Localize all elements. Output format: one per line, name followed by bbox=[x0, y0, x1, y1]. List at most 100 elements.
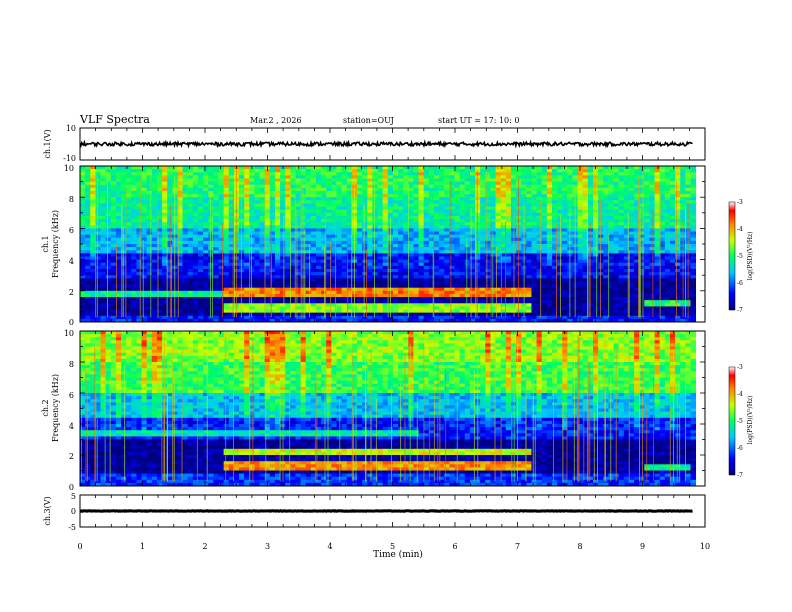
ch1-spectrogram-cell bbox=[141, 197, 148, 201]
ch1-spectrogram-cell bbox=[182, 203, 189, 207]
ch1-spectrogram-cell bbox=[208, 244, 214, 248]
ch1-spectrogram-cell bbox=[562, 306, 568, 310]
ch1-spectrogram-cell bbox=[218, 262, 225, 267]
ch1-spectrogram-cell bbox=[321, 200, 327, 204]
ch1-spectrogram-cell bbox=[326, 212, 332, 217]
ch1-spectrogram-cell bbox=[141, 268, 148, 273]
ch1-spectrogram-cell bbox=[213, 284, 219, 289]
ch1-spectrogram-cell bbox=[485, 278, 491, 282]
ch1-spectrogram-cell bbox=[244, 203, 250, 207]
ch1-spectrogram-cell bbox=[305, 184, 312, 189]
ch1-spectrogram-cell bbox=[551, 203, 558, 207]
ch1-spectrogram-cell bbox=[341, 181, 348, 186]
ch1-spectrogram-cell bbox=[485, 215, 491, 220]
ch1-spectrogram-cell bbox=[290, 312, 296, 317]
ch1-spectrogram-cell bbox=[572, 187, 579, 192]
ch1-spectrogram-cell bbox=[95, 318, 101, 322]
ch1-spectrogram-cell bbox=[156, 215, 163, 220]
ch1-spectrogram-cell bbox=[280, 306, 286, 310]
ch1-spectrogram-cell bbox=[177, 290, 183, 295]
ch1-spectrogram-cell bbox=[151, 309, 158, 314]
ch1-spectrogram-cell bbox=[177, 259, 183, 264]
ch1-spectrogram-cell bbox=[428, 175, 435, 179]
ch1-spectrogram-cell bbox=[428, 247, 435, 251]
ch1-spectrogram-cell bbox=[85, 259, 91, 264]
ch1-spectrogram-cell bbox=[357, 237, 363, 242]
ch1-spectrogram-cell bbox=[326, 203, 332, 207]
ch1-spectrogram-cell bbox=[403, 265, 409, 270]
ch1-spectrogram-cell bbox=[516, 259, 522, 264]
ch1-spectrogram-cell bbox=[136, 315, 142, 320]
ch1-spectrogram-cell bbox=[459, 222, 466, 226]
ch1-spectrogram-cell bbox=[121, 175, 127, 179]
ch1-spectrogram-cell bbox=[321, 197, 327, 201]
ch1-spectrogram-cell bbox=[249, 206, 255, 211]
ch1-spectrogram-cell bbox=[346, 203, 353, 207]
ch1-spectrogram-cell bbox=[95, 293, 101, 298]
ch1-spectrogram-cell bbox=[239, 293, 245, 298]
ch1-spectrogram-cell bbox=[110, 278, 117, 282]
ch1-spectrogram-cell bbox=[321, 293, 327, 298]
ch1-spectrogram-cell bbox=[577, 287, 584, 292]
ch1-spectrogram-cell bbox=[398, 228, 404, 232]
ch1-spectrogram-cell bbox=[562, 281, 568, 285]
ch1-spectrogram-cell bbox=[403, 297, 409, 301]
ch1-spectrogram-cell bbox=[475, 287, 481, 292]
ch1-spectrogram-cell bbox=[536, 315, 543, 320]
ch1-spectrogram-cell bbox=[90, 212, 96, 217]
ch1-spectrogram-cell bbox=[315, 240, 322, 245]
ch1-spectrogram-cell bbox=[203, 212, 209, 217]
ch1-spectrogram-cell bbox=[341, 203, 348, 207]
ch1-spectrogram-cell bbox=[341, 290, 348, 295]
ch1-spectrogram-cell bbox=[182, 169, 189, 173]
ch1-spectrogram-cell bbox=[249, 212, 255, 217]
ch1-spectrogram-cell bbox=[239, 222, 245, 226]
ch1-spectrogram-cell bbox=[536, 219, 543, 223]
ch1-spectrogram-cell bbox=[182, 290, 189, 295]
ch1-spectrogram-cell bbox=[336, 303, 343, 307]
ch1-spectrogram-cell bbox=[546, 219, 553, 223]
ch1-spectrogram-cell bbox=[80, 303, 86, 307]
ch1-spectrogram-cell bbox=[439, 253, 445, 257]
ch1-spectrogram-cell bbox=[80, 212, 86, 217]
ch1-spectrogram-cell bbox=[551, 172, 558, 176]
ch1-spectrogram-cell bbox=[126, 297, 132, 301]
ch1-spectrogram-cell bbox=[351, 175, 358, 179]
ch1-spectrogram-cell bbox=[480, 194, 486, 198]
ch1-spectrogram-cell bbox=[418, 215, 425, 220]
ch1-spectrogram-cell bbox=[480, 209, 486, 214]
ch1-spectrogram-cell bbox=[254, 228, 260, 232]
ch1-spectrogram-cell bbox=[331, 284, 337, 289]
ch1-spectrogram-cell bbox=[162, 306, 168, 310]
ch1-spectrogram-cell bbox=[269, 200, 276, 204]
ch1-spectrogram-cell bbox=[228, 244, 235, 248]
ch1-spectrogram-cell bbox=[264, 184, 271, 189]
ch1-spectrogram-cell bbox=[100, 312, 107, 317]
ch1-spectrogram-cell bbox=[372, 312, 378, 317]
ch1-spectrogram-cell bbox=[213, 312, 219, 317]
ch1-spectrogram-cell bbox=[331, 222, 337, 226]
ch1-spectrogram-cell bbox=[295, 262, 301, 267]
ch1-spectrogram-cell bbox=[146, 284, 153, 289]
ch1-spectrogram-cell bbox=[505, 293, 512, 298]
ch1-spectrogram-cell bbox=[295, 181, 301, 186]
ch1-spectrogram-cell bbox=[413, 284, 419, 289]
ch1-spectrogram-cell bbox=[341, 209, 348, 214]
ch1-spectrogram-cell bbox=[326, 184, 332, 189]
ch1-spectrogram-cell bbox=[126, 181, 132, 186]
ch1-spectrogram-cell bbox=[90, 315, 96, 320]
ch1-spectrogram-cell bbox=[357, 166, 363, 170]
ch1-spectrogram-cell bbox=[290, 287, 296, 292]
ch1-spectrogram-cell bbox=[500, 166, 507, 170]
ch1-spectrogram-cell bbox=[290, 275, 296, 279]
ch1-spectrogram-cell bbox=[254, 309, 260, 314]
ch1-spectrogram-cell bbox=[131, 268, 137, 273]
ch1-spectrogram-cell bbox=[331, 206, 337, 211]
ch1-spectrogram-cell bbox=[115, 181, 122, 186]
ch1-spectrogram-cell bbox=[223, 222, 230, 226]
ch1-spectrogram-cell bbox=[372, 169, 378, 173]
ch1-spectrogram-cell bbox=[551, 231, 558, 236]
ch1-spectrogram-cell bbox=[126, 315, 132, 320]
ch1-spectrogram-cell bbox=[341, 200, 348, 204]
ch1-spectrogram-cell bbox=[536, 166, 543, 170]
